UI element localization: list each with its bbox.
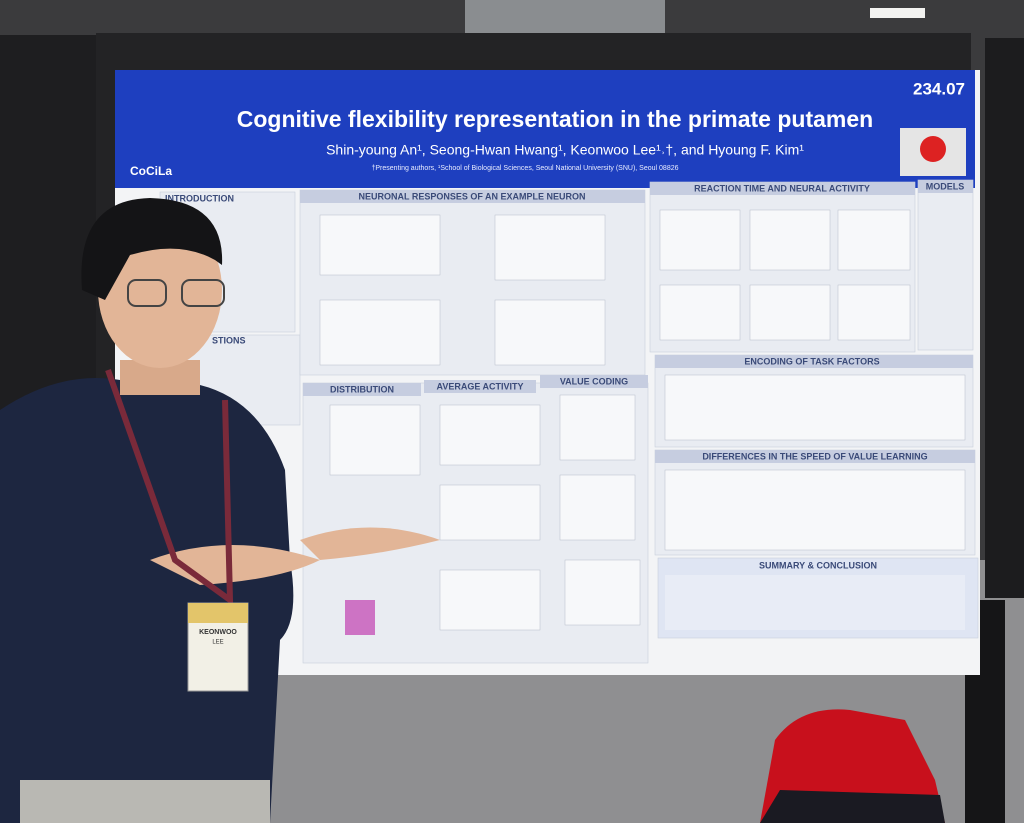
plot <box>749 284 831 341</box>
plot <box>439 404 541 466</box>
header-bar <box>918 180 973 193</box>
plot <box>559 394 636 461</box>
person-hand <box>300 527 440 560</box>
plot <box>439 484 541 541</box>
header-bar <box>650 182 915 195</box>
header-bar <box>540 375 648 388</box>
plot <box>749 209 831 271</box>
section-header: DISTRIBUTION <box>330 384 394 394</box>
summary-text-area <box>665 575 965 630</box>
section-header: STIONS <box>212 335 246 345</box>
section-header: SUMMARY & CONCLUSION <box>759 560 877 570</box>
section-header: VALUE CODING <box>560 376 628 386</box>
poster-affiliation: †Presenting authors, ¹School of Biologic… <box>372 165 679 172</box>
section-header: NEURONAL RESPONSES OF AN EXAMPLE NEURON <box>358 191 585 201</box>
header-bar <box>300 190 645 203</box>
plot <box>439 569 541 631</box>
badge-top <box>188 603 248 623</box>
header-bar <box>655 450 975 463</box>
person-pants <box>20 780 270 823</box>
person-sweater <box>0 378 294 823</box>
left-board <box>0 35 100 435</box>
right-board <box>985 38 1024 598</box>
bag-bottom <box>760 790 945 823</box>
header-bar <box>655 355 973 368</box>
section-header: ENCODING OF TASK FACTORS <box>744 356 879 366</box>
plot <box>664 374 966 441</box>
plot <box>559 474 636 541</box>
badge-first-name: KEONWOO <box>199 629 237 636</box>
poster-number: 234.07 <box>913 79 965 98</box>
models-panel <box>917 179 974 351</box>
plot <box>664 469 966 551</box>
section-header: INTRODUCTION <box>165 193 234 203</box>
poster-title: Cognitive flexibility representation in … <box>237 106 873 132</box>
plot <box>494 299 606 366</box>
person-neck <box>120 360 200 395</box>
plot <box>837 284 911 341</box>
glasses-right <box>181 279 225 307</box>
lanyard <box>105 369 234 607</box>
plot <box>564 559 641 626</box>
poster-authors: Shin-young An¹, Seong-Hwan Hwang¹, Keonw… <box>326 142 804 158</box>
plot <box>329 404 421 476</box>
section-header: AVERAGE ACTIVITY <box>436 381 523 391</box>
ceiling-light <box>870 8 925 18</box>
section-header: DIFFERENCES IN THE SPEED OF VALUE LEARNI… <box>702 451 927 461</box>
plot <box>319 299 441 366</box>
lab-logo: CoCiLa <box>130 164 172 178</box>
plot <box>659 284 741 341</box>
header-bar <box>303 383 421 396</box>
header-bar <box>424 380 536 393</box>
plot <box>494 214 606 281</box>
person-hair <box>81 198 223 300</box>
glasses-left <box>127 279 167 307</box>
bar-chart <box>345 600 375 635</box>
section-header: MODELS <box>926 181 965 191</box>
section-header: REACTION TIME AND NEURAL ACTIVITY <box>694 183 870 193</box>
plot <box>659 209 741 271</box>
poster-header <box>115 70 975 188</box>
plot <box>837 209 911 271</box>
no-photo-icon <box>920 136 946 162</box>
badge-last-name: LEE <box>212 640 223 646</box>
plot <box>319 214 441 276</box>
